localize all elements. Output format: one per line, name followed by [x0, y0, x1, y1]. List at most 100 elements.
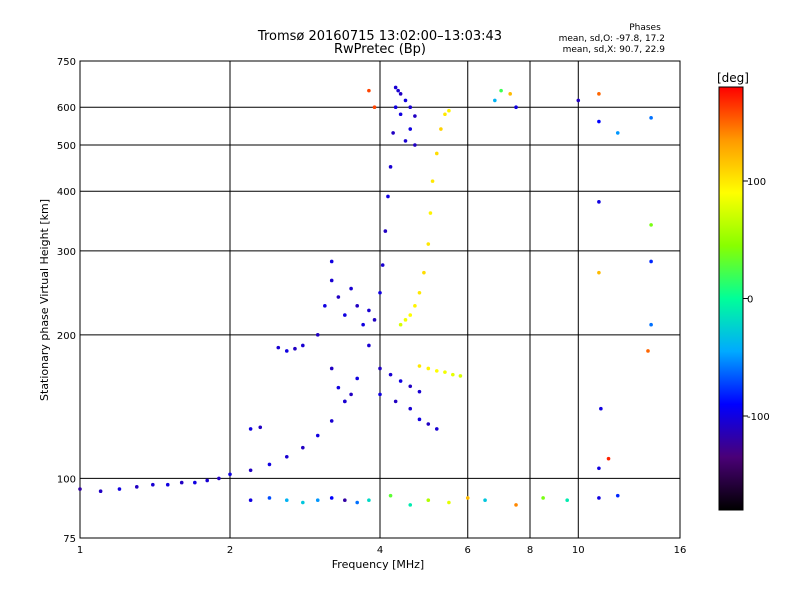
- data-point: [649, 116, 653, 120]
- data-point: [391, 131, 395, 135]
- data-point: [417, 290, 422, 295]
- data-point: [388, 493, 393, 498]
- data-point: [393, 399, 398, 404]
- data-point: [378, 290, 382, 295]
- data-point: [408, 127, 413, 131]
- data-point: [378, 366, 382, 371]
- data-point: [372, 105, 377, 110]
- data-point: [165, 482, 170, 487]
- data-point: [599, 406, 603, 411]
- data-point: [430, 179, 435, 183]
- data-point: [398, 92, 403, 96]
- data-point: [403, 98, 408, 103]
- data-point: [355, 304, 359, 308]
- data-point: [597, 119, 601, 124]
- data-point: [336, 385, 341, 390]
- data-point: [205, 478, 209, 483]
- data-point: [284, 498, 289, 503]
- data-points: [78, 85, 653, 507]
- data-point: [301, 500, 305, 505]
- data-point: [367, 343, 371, 348]
- x-tick-label: 2: [227, 545, 233, 556]
- x-tick-label: 8: [527, 545, 533, 556]
- data-point: [434, 427, 439, 431]
- data-point: [248, 468, 253, 473]
- data-point: [343, 313, 347, 317]
- data-point: [378, 392, 382, 397]
- data-point: [396, 88, 400, 93]
- data-point: [426, 498, 431, 503]
- data-point: [228, 472, 232, 477]
- data-point: [615, 131, 620, 135]
- data-point: [499, 88, 503, 93]
- data-point: [349, 286, 353, 291]
- data-point: [408, 503, 413, 507]
- data-point: [508, 92, 512, 96]
- data-point: [398, 322, 403, 327]
- data-point: [443, 112, 447, 117]
- data-point: [403, 318, 408, 322]
- data-point: [447, 500, 451, 505]
- data-point: [447, 108, 451, 113]
- data-point: [413, 143, 417, 147]
- data-point: [646, 349, 650, 353]
- data-point: [248, 498, 253, 503]
- data-point: [606, 456, 611, 461]
- data-point: [417, 417, 422, 422]
- data-point: [355, 500, 359, 505]
- colorbar-tick-label: 100: [747, 177, 766, 188]
- x-tick-label: 16: [674, 545, 687, 556]
- data-point: [355, 376, 359, 381]
- data-point: [576, 98, 581, 103]
- data-point: [408, 406, 413, 411]
- x-axis-label: Frequency [MHz]: [332, 558, 424, 571]
- data-point: [343, 498, 347, 503]
- colorbar: [718, 86, 744, 511]
- data-point: [597, 466, 601, 471]
- data-point: [408, 105, 413, 110]
- y-tick-label: 500: [57, 141, 76, 152]
- data-point: [408, 384, 413, 389]
- y-tick-label: 200: [57, 331, 76, 342]
- data-point: [193, 480, 197, 485]
- data-point: [98, 489, 103, 494]
- x-tick-label: 1: [77, 545, 83, 556]
- colorbar-tick-label: -100: [747, 412, 770, 423]
- data-point: [451, 372, 455, 377]
- data-point: [336, 295, 341, 299]
- chart-subtitle: RwPretec (Bp): [334, 42, 426, 57]
- data-point: [388, 372, 393, 377]
- x-tick-label: 6: [465, 545, 471, 556]
- data-point: [597, 496, 601, 500]
- grid-lines: [80, 61, 680, 538]
- data-point: [597, 270, 601, 275]
- data-point: [417, 389, 422, 394]
- y-tick-label: 300: [57, 247, 76, 258]
- data-point: [597, 200, 601, 204]
- data-point: [284, 454, 289, 459]
- data-point: [443, 370, 447, 374]
- data-point: [393, 85, 398, 90]
- data-point: [179, 480, 184, 485]
- y-tick-label: 750: [57, 57, 76, 68]
- data-point: [541, 496, 545, 500]
- chart-title: Tromsø 20160715 13:02:00–13:03:43: [257, 29, 502, 44]
- colorbar-tick-label: 0: [747, 295, 753, 306]
- data-point: [151, 482, 155, 487]
- data-point: [293, 346, 297, 351]
- y-tick-labels: 75 100 200 300 400 500 600 750: [57, 57, 76, 545]
- data-point: [367, 498, 371, 503]
- data-point: [315, 433, 320, 438]
- data-point: [78, 487, 82, 491]
- data-point: [329, 278, 334, 283]
- data-point: [284, 349, 289, 353]
- data-point: [329, 259, 334, 264]
- data-point: [408, 313, 413, 317]
- data-point: [372, 318, 377, 322]
- data-point: [329, 496, 334, 500]
- data-point: [434, 369, 439, 373]
- colorbar-unit: [deg]: [717, 71, 749, 85]
- data-point: [597, 92, 601, 96]
- data-point: [615, 493, 620, 498]
